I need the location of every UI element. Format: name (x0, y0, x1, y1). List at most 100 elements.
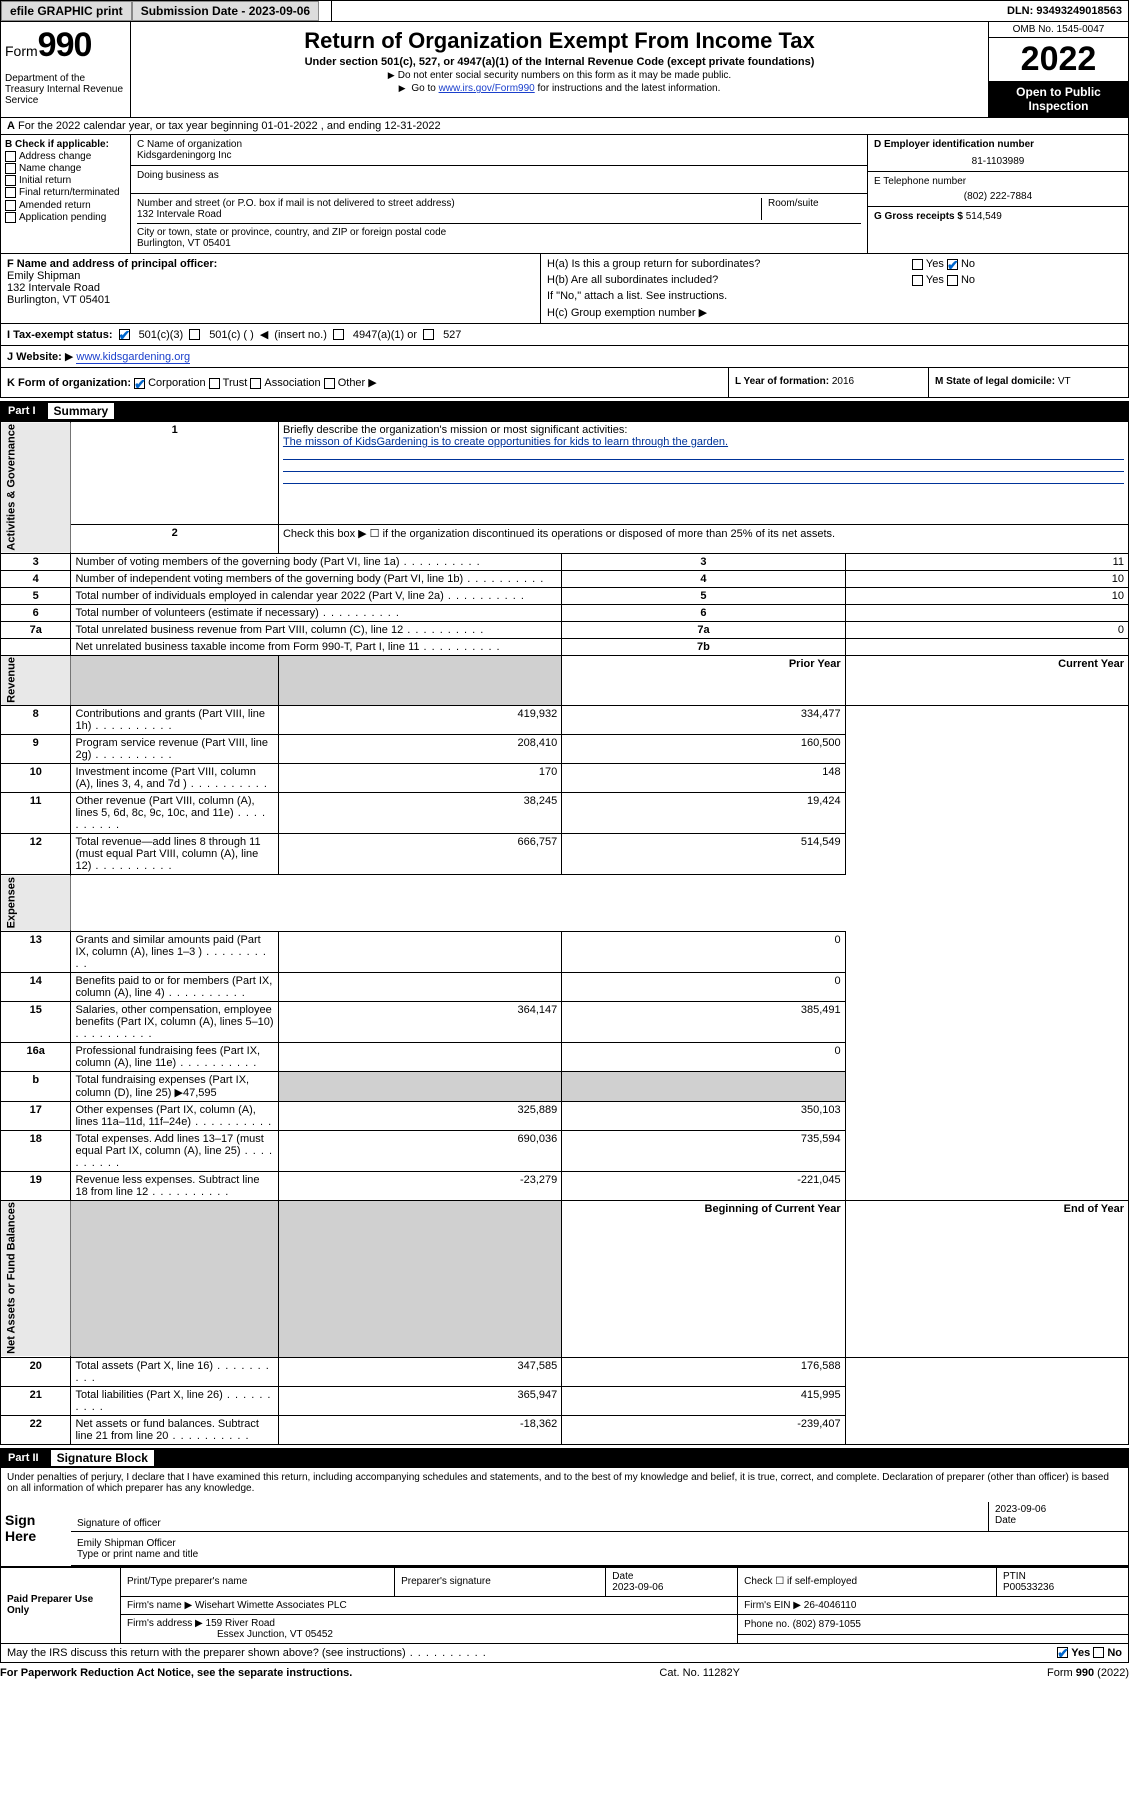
summary-line: Net unrelated business taxable income fr… (1, 638, 1129, 655)
section-net: Net Assets or Fund Balances (1, 1200, 71, 1357)
open-public-badge: Open to Public Inspection (989, 81, 1128, 117)
box-h: H(a) Is this a group return for subordin… (541, 254, 981, 323)
firm-addr1: 159 River Road (206, 1618, 275, 1629)
tax-exempt-label: I Tax-exempt status: (7, 329, 113, 341)
form-990-number: 990 (38, 26, 92, 64)
cb-501c[interactable] (189, 329, 200, 340)
form-header: Form990 Department of the Treasury Inter… (0, 22, 1129, 118)
topbar-spacer (319, 1, 332, 21)
footer-left: For Paperwork Reduction Act Notice, see … (0, 1667, 352, 1679)
cb-name-change[interactable]: Name change (5, 163, 126, 174)
part-i-num: Part I (8, 405, 36, 417)
row-j: J Website: ▶ www.kidsgardening.org (0, 346, 1129, 368)
ein-label: D Employer identification number (874, 139, 1034, 150)
net-line: 22Net assets or fund balances. Subtract … (1, 1415, 1129, 1444)
cb-initial-return[interactable]: Initial return (5, 175, 126, 186)
box-b-label: B Check if applicable: (5, 139, 109, 150)
summary-table: Activities & Governance 1 Briefly descri… (0, 421, 1129, 1445)
firm-addr-label: Firm's address ▶ (127, 1618, 203, 1629)
expense-line: bTotal fundraising expenses (Part IX, co… (1, 1071, 1129, 1101)
box-deg: D Employer identification number 81-1103… (868, 135, 1128, 253)
form-label: Form (5, 43, 38, 59)
other-label: Other (338, 377, 366, 389)
cb-corp[interactable] (134, 378, 145, 389)
part-i-header: Part I Summary (0, 401, 1129, 421)
form-title: Return of Organization Exempt From Incom… (141, 28, 978, 54)
discuss-yes-cb[interactable] (1057, 1647, 1068, 1658)
4947-label: 4947(a)(1) or (353, 329, 417, 341)
summary-line: 5Total number of individuals employed in… (1, 587, 1129, 604)
cb-501c3[interactable] (119, 329, 130, 340)
cb-other[interactable] (324, 378, 335, 389)
irs-link[interactable]: www.irs.gov/Form990 (439, 83, 535, 94)
revenue-line: 11Other revenue (Part VIII, column (A), … (1, 793, 1129, 834)
prep-phone: (802) 879-1055 (793, 1619, 861, 1630)
firm-name-label: Firm's name ▶ (127, 1600, 192, 1611)
row-fh: F Name and address of principal officer:… (0, 254, 1129, 324)
officer-street: 132 Intervale Road (7, 282, 534, 294)
prep-check-header: Check ☐ if self-employed (738, 1567, 997, 1596)
cb-527[interactable] (423, 329, 434, 340)
street-label: Number and street (or P.O. box if mail i… (137, 198, 761, 209)
page-footer: For Paperwork Reduction Act Notice, see … (0, 1663, 1129, 1683)
cb-final-return[interactable]: Final return/terminated (5, 187, 126, 198)
discuss-no-cb[interactable] (1093, 1647, 1104, 1658)
ein-value: 81-1103989 (874, 156, 1122, 167)
cb-assoc[interactable] (250, 378, 261, 389)
part-i-title: Summary (48, 403, 115, 419)
form-note-ssn: Do not enter social security numbers on … (141, 70, 978, 81)
footer-right: Form 990 (2022) (1047, 1667, 1129, 1679)
ha-label: H(a) Is this a group return for subordin… (547, 258, 760, 270)
cb-application-pending[interactable]: Application pending (5, 212, 126, 223)
boxes-row-bcdeg: B Check if applicable: Address change Na… (0, 135, 1129, 254)
net-line: 20Total assets (Part X, line 16)347,5851… (1, 1357, 1129, 1386)
row-i: I Tax-exempt status: 501(c)(3) 501(c) ( … (0, 324, 1129, 346)
footer-center: Cat. No. 11282Y (659, 1667, 740, 1679)
gross-receipts-value: 514,549 (966, 211, 1002, 222)
discuss-yes: Yes (1071, 1647, 1090, 1659)
line2-label: Check this box ▶ ☐ if the organization d… (278, 525, 1128, 554)
year-formation: 2016 (832, 376, 854, 387)
website-link[interactable]: www.kidsgardening.org (76, 351, 190, 364)
row-klm: K Form of organization: Corporation Trus… (0, 368, 1129, 398)
officer-name: Emily Shipman (7, 270, 534, 282)
part-ii-num: Part II (8, 1452, 39, 1464)
org-street: 132 Intervale Road (137, 209, 761, 220)
dept-treasury: Department of the Treasury Internal Reve… (5, 73, 126, 106)
hb-no[interactable]: No (961, 274, 975, 286)
omb-number: OMB No. 1545-0047 (989, 22, 1128, 38)
discuss-no: No (1107, 1647, 1122, 1659)
ptin-label: PTIN (1003, 1571, 1026, 1582)
ha-yes[interactable]: Yes (926, 258, 944, 270)
summary-line: 3Number of voting members of the governi… (1, 553, 1129, 570)
col-begin: Beginning of Current Year (705, 1203, 841, 1215)
note2-post: for instructions and the latest informat… (535, 83, 721, 94)
527-label: 527 (443, 329, 461, 341)
row-a-text: For the 2022 calendar year, or tax year … (18, 120, 441, 132)
cb-address-change[interactable]: Address change (5, 151, 126, 162)
ha-no[interactable]: No (961, 258, 975, 270)
mission-text: The misson of KidsGardening is to create… (283, 436, 728, 448)
discuss-row: May the IRS discuss this return with the… (0, 1644, 1129, 1663)
expense-line: 13Grants and similar amounts paid (Part … (1, 931, 1129, 972)
preparer-table: Paid Preparer Use Only Print/Type prepar… (0, 1567, 1129, 1644)
signature-block: Under penalties of perjury, I declare th… (0, 1468, 1129, 1567)
col-current: Current Year (1058, 658, 1124, 670)
cb-amended-return[interactable]: Amended return (5, 200, 126, 211)
expense-line: 15Salaries, other compensation, employee… (1, 1001, 1129, 1042)
phone-label: E Telephone number (874, 176, 1122, 187)
hb-yes[interactable]: Yes (926, 274, 944, 286)
efile-print-button[interactable]: efile GRAPHIC print (1, 1, 132, 21)
cb-trust[interactable] (209, 378, 220, 389)
box-c-name-label: C Name of organization (137, 139, 861, 150)
prep-phone-label: Phone no. (744, 1619, 790, 1630)
dba-label: Doing business as (137, 170, 861, 181)
assoc-label: Association (264, 377, 320, 389)
cb-4947[interactable] (333, 329, 344, 340)
revenue-line: 9Program service revenue (Part VIII, lin… (1, 735, 1129, 764)
col-end: End of Year (1064, 1203, 1124, 1215)
line1-label: Briefly describe the organization's miss… (283, 424, 627, 436)
preparer-title: Paid Preparer Use Only (1, 1567, 121, 1643)
trust-label: Trust (223, 377, 248, 389)
officer-sig-name: Emily Shipman Officer (77, 1538, 1122, 1549)
